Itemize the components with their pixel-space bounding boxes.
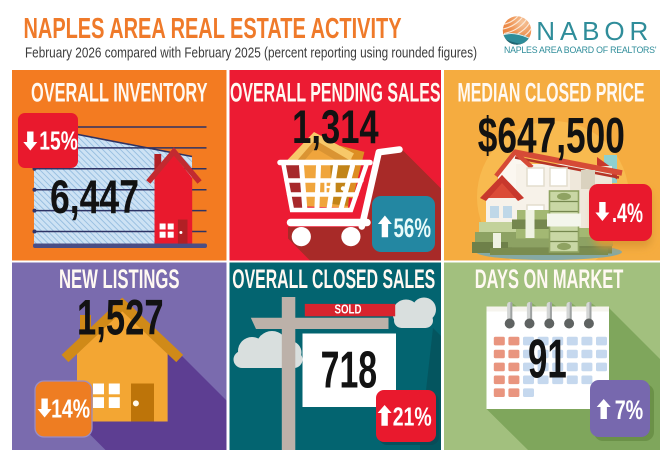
svg-text:$647,500: $647,500 (478, 107, 625, 163)
svg-text:14%: 14% (51, 393, 90, 423)
svg-text:OVERALL PENDING SALES: OVERALL PENDING SALES (230, 78, 441, 108)
svg-text:21%: 21% (393, 402, 432, 432)
svg-text:.4%: .4% (612, 198, 643, 228)
svg-text:MEDIAN CLOSED PRICE: MEDIAN CLOSED PRICE (458, 78, 645, 108)
svg-text:NEW LISTINGS: NEW LISTINGS (59, 264, 180, 294)
svg-text:1,527: 1,527 (77, 290, 164, 346)
svg-text:NAPLES AREA BOARD OF REALTORS': NAPLES AREA BOARD OF REALTORS' (504, 45, 657, 55)
svg-text:15%: 15% (39, 126, 78, 156)
svg-text:56%: 56% (394, 213, 432, 243)
svg-text:OVERALL CLOSED SALES: OVERALL CLOSED SALES (232, 264, 435, 294)
svg-text:OVERALL INVENTORY: OVERALL INVENTORY (31, 78, 208, 108)
svg-text:February 2026 compared with Fe: February 2026 compared with February 202… (25, 45, 477, 61)
svg-text:NAPLES AREA REAL ESTATE ACTIVI: NAPLES AREA REAL ESTATE ACTIVITY (24, 12, 402, 44)
svg-text:718: 718 (321, 342, 378, 400)
svg-text:6,447: 6,447 (50, 170, 139, 223)
svg-text:DAYS ON MARKET: DAYS ON MARKET (475, 264, 624, 294)
svg-text:SOLD: SOLD (335, 302, 362, 317)
svg-text:91: 91 (528, 328, 567, 390)
svg-text:NABOR: NABOR (536, 16, 648, 46)
svg-text:1,314: 1,314 (292, 100, 379, 153)
svg-text:7%: 7% (615, 395, 644, 425)
